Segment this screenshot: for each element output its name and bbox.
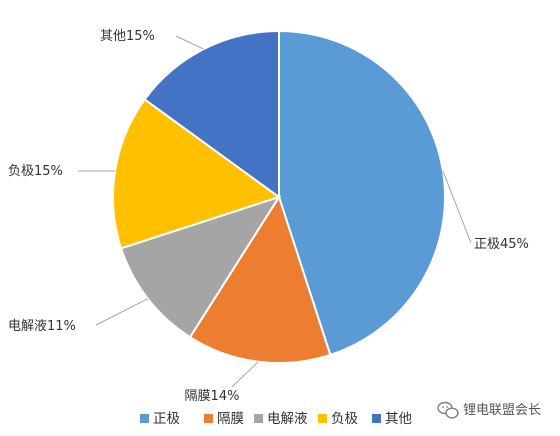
legend-label-2: 电解液 [267, 411, 308, 427]
leader-line-2 [95, 298, 149, 326]
data-label-2: 电解液11% [8, 319, 76, 334]
legend-label-3: 负极 [331, 411, 358, 427]
legend-swatch-1 [204, 414, 213, 423]
wechat-icon [437, 401, 459, 419]
data-label-1: 隔膜14% [185, 389, 240, 404]
watermark: 锂电联盟会长 [437, 401, 541, 419]
pie-slice-3 [111, 98, 282, 250]
data-label-0: 正极45% [474, 237, 529, 252]
legend-swatch-4 [372, 414, 381, 423]
legend-swatch-3 [318, 414, 327, 423]
pie-slice-2 [119, 195, 282, 339]
data-label-3: 负极15% [8, 164, 63, 179]
leader-lines [77, 35, 472, 388]
data-label-4: 其他15% [100, 29, 155, 44]
legend-label-1: 隔膜 [217, 411, 244, 427]
data-labels: 正极45% 隔膜14% 电解液11% 负极15% 其他15% [8, 29, 529, 404]
leader-line-0 [442, 170, 472, 244]
legend-swatch-0 [140, 414, 149, 423]
pie-slices [111, 29, 446, 365]
leader-line-4 [175, 35, 204, 50]
legend-label-0: 正极 [153, 411, 180, 427]
legend-label-4: 其他 [385, 411, 412, 427]
pie-slice-4 [143, 29, 280, 199]
watermark-text: 锂电联盟会长 [463, 403, 541, 418]
legend-swatch-2 [254, 414, 263, 423]
leader-line-1 [231, 361, 259, 388]
legend: 正极 隔膜 电解液 负极 其他 [140, 411, 412, 427]
